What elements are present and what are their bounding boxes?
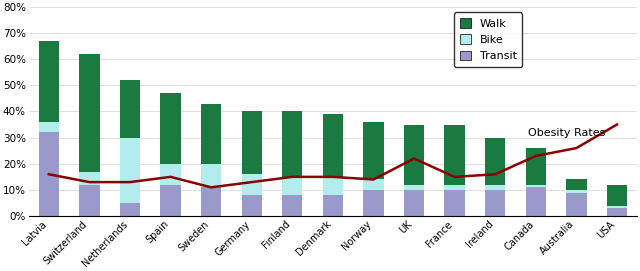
Bar <box>241 195 262 216</box>
Bar <box>607 206 627 208</box>
Bar <box>364 122 383 179</box>
Bar <box>323 177 343 195</box>
Bar <box>120 203 140 216</box>
Bar <box>525 148 546 185</box>
Bar <box>485 185 506 190</box>
Bar <box>485 138 506 185</box>
Bar <box>201 164 221 187</box>
Bar <box>323 195 343 216</box>
Bar <box>566 190 586 193</box>
Bar <box>120 138 140 203</box>
Bar <box>38 133 59 216</box>
Bar <box>607 185 627 206</box>
Bar <box>364 190 383 216</box>
Bar <box>525 187 546 216</box>
Bar <box>201 104 221 164</box>
Bar <box>566 193 586 216</box>
Bar <box>404 125 424 185</box>
Bar <box>161 164 180 185</box>
Bar <box>607 208 627 216</box>
Bar <box>79 54 100 172</box>
Bar <box>38 122 59 133</box>
Bar <box>282 177 303 195</box>
Bar <box>525 185 546 187</box>
Bar <box>404 185 424 190</box>
Bar <box>485 190 506 216</box>
Bar <box>241 174 262 195</box>
Bar <box>282 111 303 177</box>
Bar <box>79 172 100 185</box>
Bar <box>404 190 424 216</box>
Bar <box>282 195 303 216</box>
Bar <box>120 80 140 138</box>
Bar <box>241 111 262 174</box>
Bar <box>161 185 180 216</box>
Text: Obesity Rates: Obesity Rates <box>527 128 605 138</box>
Bar <box>566 179 586 190</box>
Bar <box>201 187 221 216</box>
Bar <box>444 185 465 190</box>
Legend: Walk, Bike, Transit: Walk, Bike, Transit <box>454 12 522 67</box>
Bar <box>38 41 59 122</box>
Bar <box>161 93 180 164</box>
Bar <box>364 179 383 190</box>
Bar <box>444 190 465 216</box>
Bar <box>444 125 465 185</box>
Bar <box>323 114 343 177</box>
Bar <box>79 185 100 216</box>
